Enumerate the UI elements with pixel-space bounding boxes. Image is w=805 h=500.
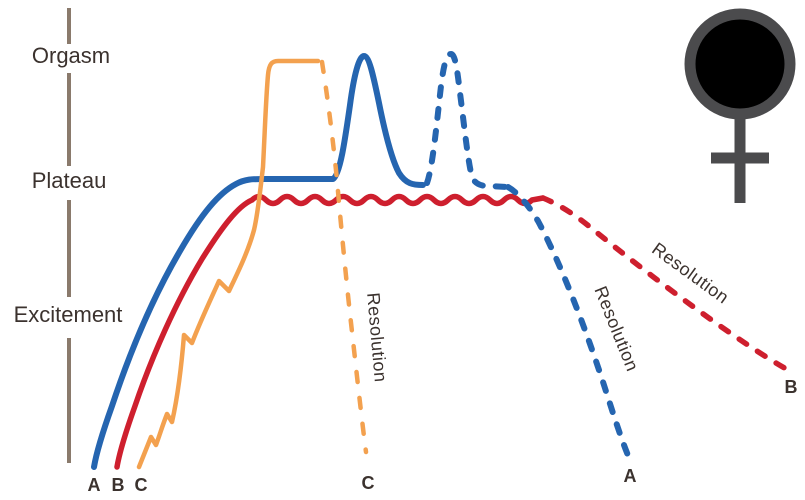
start-label-b: B (112, 475, 125, 495)
end-label-c: C (362, 473, 375, 493)
resolution-label-b: Resolution (648, 239, 733, 308)
start-label-c: C (135, 475, 148, 495)
female-symbol-icon (684, 8, 796, 203)
phase-label-orgasm: Orgasm (32, 43, 110, 68)
curve-b-resolution-dashed (540, 195, 791, 373)
curve-b-solid (114, 193, 546, 470)
curve-c-resolution-dashed (319, 59, 369, 455)
start-label-a: A (88, 475, 101, 495)
female-symbol-circle (684, 8, 796, 120)
resolution-label-c: Resolution (363, 292, 391, 383)
curve-a-solid (91, 53, 426, 470)
phase-label-plateau: Plateau (32, 168, 107, 193)
curve-c-solid (136, 58, 321, 470)
phase-label-excitement: Excitement (14, 302, 123, 327)
curve-a-resolution-dashed (505, 184, 633, 463)
curve-a-second-peak-dashed (424, 51, 511, 190)
end-label-a: A (624, 466, 637, 486)
end-label-b: B (785, 377, 798, 397)
